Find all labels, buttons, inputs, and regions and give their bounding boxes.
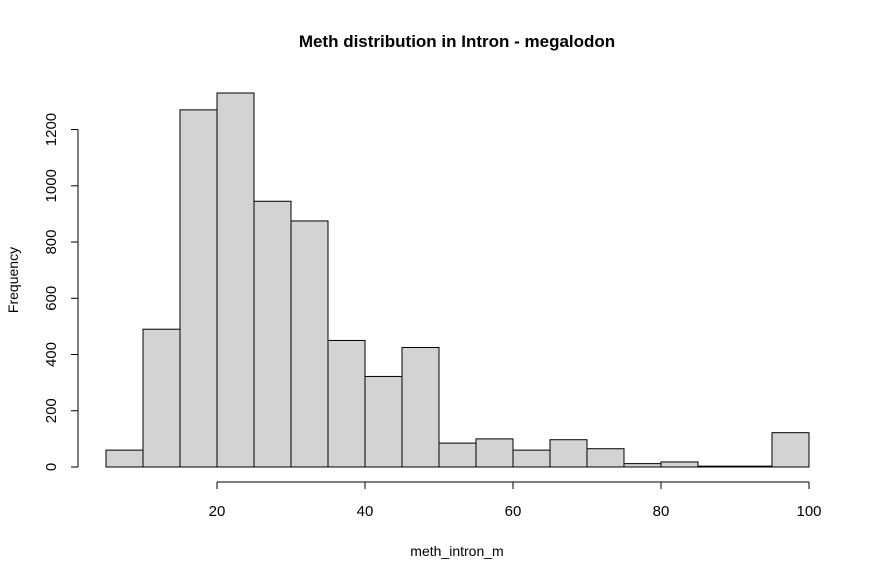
x-axis-label: meth_intron_m: [410, 543, 503, 559]
y-axis: 0 200 400 600 800 1000 1200: [43, 113, 79, 471]
bars-group: [105, 92, 810, 468]
histogram-bar: [660, 461, 699, 468]
histogram-bar: [623, 463, 662, 468]
y-tick-label: 1200: [43, 113, 60, 146]
histogram-bar: [512, 449, 551, 468]
histogram-bar: [253, 200, 292, 468]
y-tick-label: 600: [43, 286, 60, 311]
x-tick-label: 20: [209, 503, 226, 520]
histogram-bar: [142, 328, 181, 468]
x-axis: 20 40 60 80 100: [209, 481, 822, 520]
x-tick-label: 40: [357, 503, 374, 520]
histogram-bar: [327, 339, 366, 468]
x-tick-label: 100: [796, 503, 821, 520]
histogram-bar: [216, 92, 255, 468]
y-tick-label: 1000: [43, 169, 60, 202]
y-tick-label: 0: [43, 463, 60, 471]
histogram-bar: [401, 346, 440, 468]
x-tick-label: 80: [653, 503, 670, 520]
histogram-bar: [734, 465, 773, 468]
y-axis-label: Frequency: [5, 247, 21, 313]
histogram-bar: [771, 432, 810, 468]
y-tick-label: 400: [43, 342, 60, 367]
y-tick-label: 200: [43, 398, 60, 423]
histogram-bar: [549, 439, 588, 468]
histogram-bar: [697, 465, 736, 468]
chart-title: Meth distribution in Intron - megalodon: [299, 32, 615, 51]
histogram-bar: [179, 109, 218, 468]
histogram-bar: [586, 448, 625, 468]
histogram-bar: [364, 375, 403, 468]
histogram-bar: [475, 438, 514, 468]
histogram-bar: [290, 220, 329, 468]
x-tick-label: 60: [505, 503, 522, 520]
histogram-bar: [105, 449, 144, 468]
y-tick-label: 800: [43, 230, 60, 255]
histogram-bar: [438, 442, 477, 468]
